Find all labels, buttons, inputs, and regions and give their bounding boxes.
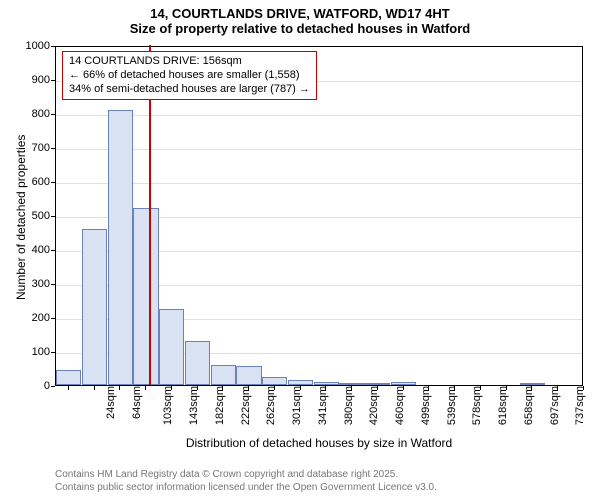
x-axis-label: Distribution of detached houses by size … — [55, 436, 583, 450]
histogram-bar — [339, 383, 364, 385]
x-tick-mark — [403, 386, 404, 390]
y-tick-label: 500 — [10, 210, 50, 222]
x-tick-label: 420sqm — [369, 386, 381, 425]
annotation-line: 14 COURTLANDS DRIVE: 156sqm — [69, 55, 310, 69]
histogram-bar — [133, 208, 158, 385]
title-line-1: 14, COURTLANDS DRIVE, WATFORD, WD17 4HT — [0, 6, 600, 21]
x-tick-mark — [480, 386, 481, 390]
title-line-2: Size of property relative to detached ho… — [0, 21, 600, 36]
x-tick-label: 222sqm — [240, 386, 252, 425]
x-tick-label: 262sqm — [266, 386, 278, 425]
x-tick-label: 460sqm — [394, 386, 406, 425]
x-tick-mark — [145, 386, 146, 390]
histogram-bar — [314, 382, 339, 385]
x-tick-label: 697sqm — [549, 386, 561, 425]
x-tick-mark — [583, 386, 584, 390]
histogram-bar — [365, 383, 390, 385]
x-tick-mark — [222, 386, 223, 390]
x-tick-label: 578sqm — [472, 386, 484, 425]
title-block: 14, COURTLANDS DRIVE, WATFORD, WD17 4HT … — [0, 0, 600, 36]
x-tick-mark — [274, 386, 275, 390]
histogram-bar — [185, 341, 210, 385]
x-tick-label: 341sqm — [317, 386, 329, 425]
x-tick-mark — [531, 386, 532, 390]
histogram-bar — [262, 377, 287, 386]
x-tick-label: 301sqm — [291, 386, 303, 425]
footnote-line-1: Contains HM Land Registry data © Crown c… — [55, 468, 437, 481]
y-tick-label: 0 — [10, 380, 50, 392]
gridline — [56, 149, 582, 150]
y-tick-label: 600 — [10, 176, 50, 188]
histogram-bar — [82, 229, 107, 385]
x-tick-mark — [94, 386, 95, 390]
y-tick-label: 300 — [10, 278, 50, 290]
annotation-line: ← 66% of detached houses are smaller (1,… — [69, 69, 310, 83]
x-tick-label: 499sqm — [420, 386, 432, 425]
gridline — [56, 115, 582, 116]
gridline — [56, 183, 582, 184]
y-tick-label: 900 — [10, 74, 50, 86]
x-tick-mark — [506, 386, 507, 390]
y-tick-label: 1000 — [10, 40, 50, 52]
x-tick-label: 103sqm — [163, 386, 175, 425]
y-tick-label: 800 — [10, 108, 50, 120]
x-tick-mark — [68, 386, 69, 390]
x-tick-mark — [197, 386, 198, 390]
x-tick-label: 737sqm — [575, 386, 587, 425]
x-tick-mark — [248, 386, 249, 390]
x-tick-mark — [428, 386, 429, 390]
annotation-box: 14 COURTLANDS DRIVE: 156sqm← 66% of deta… — [62, 51, 317, 100]
footnote-line-2: Contains public sector information licen… — [55, 481, 437, 494]
histogram-bar — [211, 365, 236, 385]
x-tick-label: 658sqm — [523, 386, 535, 425]
histogram-bar — [236, 366, 261, 385]
x-tick-mark — [300, 386, 301, 390]
x-tick-label: 380sqm — [343, 386, 355, 425]
x-tick-mark — [454, 386, 455, 390]
x-tick-label: 64sqm — [131, 386, 143, 419]
histogram-bar — [520, 383, 545, 385]
x-tick-mark — [119, 386, 120, 390]
y-tick-label: 400 — [10, 244, 50, 256]
x-tick-mark — [351, 386, 352, 390]
histogram-bar — [56, 370, 81, 385]
x-tick-label: 143sqm — [188, 386, 200, 425]
x-tick-mark — [171, 386, 172, 390]
histogram-bar — [108, 110, 133, 385]
y-tick-label: 700 — [10, 142, 50, 154]
footnote: Contains HM Land Registry data © Crown c… — [55, 468, 437, 494]
x-tick-mark — [557, 386, 558, 390]
x-tick-label: 182sqm — [214, 386, 226, 425]
y-tick-label: 100 — [10, 346, 50, 358]
plot-area: 14 COURTLANDS DRIVE: 156sqm← 66% of deta… — [55, 46, 583, 386]
histogram-bar — [391, 382, 416, 385]
y-tick-label: 200 — [10, 312, 50, 324]
x-tick-label: 539sqm — [446, 386, 458, 425]
x-tick-label: 24sqm — [105, 386, 117, 419]
x-tick-mark — [377, 386, 378, 390]
histogram-bar — [288, 380, 313, 385]
annotation-line: 34% of semi-detached houses are larger (… — [69, 83, 310, 97]
x-tick-mark — [325, 386, 326, 390]
x-tick-label: 618sqm — [497, 386, 509, 425]
histogram-bar — [159, 309, 184, 386]
